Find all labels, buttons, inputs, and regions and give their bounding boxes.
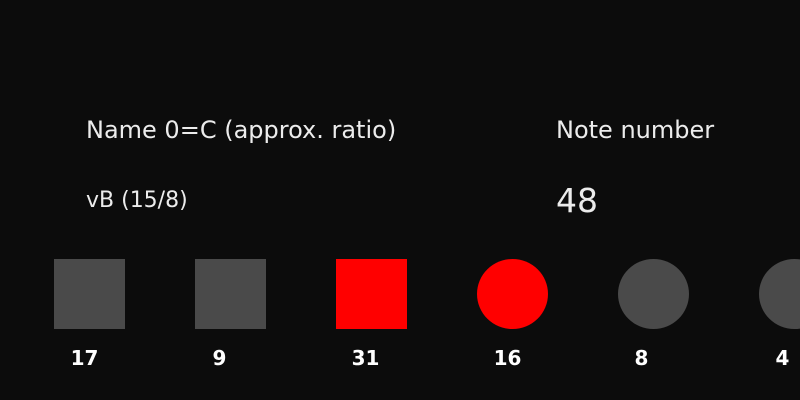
pad-6[interactable] (759, 259, 800, 329)
pad-3[interactable] (336, 259, 407, 329)
pad-2[interactable] (195, 259, 266, 329)
pad-1-number: 17 (70, 346, 99, 370)
pad-4[interactable] (477, 259, 548, 329)
name-value: vB (15/8) (86, 188, 188, 213)
pad-5-number: 8 (634, 346, 649, 370)
pad-6-number: 4 (775, 346, 790, 370)
note-number-label: Note number (556, 116, 715, 144)
pad-5[interactable] (618, 259, 689, 329)
name-label: Name 0=C (approx. ratio) (86, 116, 397, 144)
pad-3-number: 31 (351, 346, 380, 370)
pad-2-number: 9 (212, 346, 227, 370)
note-number-value: 48 (556, 181, 598, 220)
pad-4-number: 16 (493, 346, 522, 370)
pad-1[interactable] (54, 259, 125, 329)
